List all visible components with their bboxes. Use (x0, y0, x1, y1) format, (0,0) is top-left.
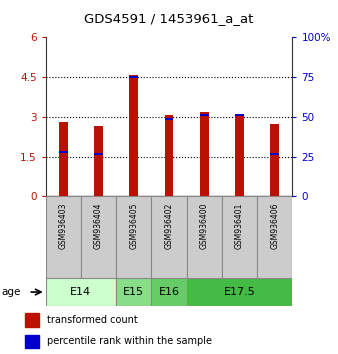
Text: age: age (2, 287, 21, 297)
Bar (59, 122, 68, 196)
Text: E16: E16 (159, 287, 179, 297)
Bar (187, 278, 292, 306)
Text: GSM936405: GSM936405 (129, 202, 138, 249)
Text: GSM936404: GSM936404 (94, 202, 103, 249)
Bar (165, 115, 173, 196)
Bar (222, 196, 257, 278)
Bar (235, 114, 244, 116)
Bar (46, 196, 81, 278)
Bar (200, 114, 209, 116)
Bar (129, 75, 138, 196)
Text: E15: E15 (123, 287, 144, 297)
Bar (81, 196, 116, 278)
Bar (270, 124, 279, 196)
Text: transformed count: transformed count (47, 315, 138, 325)
Bar (165, 118, 173, 120)
Text: E14: E14 (70, 287, 92, 297)
Text: GSM936403: GSM936403 (59, 202, 68, 249)
Bar (116, 278, 151, 306)
Bar (235, 114, 244, 196)
Bar (187, 196, 222, 278)
Text: E17.5: E17.5 (224, 287, 256, 297)
Bar (257, 196, 292, 278)
Bar (151, 278, 187, 306)
Bar (116, 196, 151, 278)
Bar (25, 313, 39, 327)
Text: GDS4591 / 1453961_a_at: GDS4591 / 1453961_a_at (84, 12, 254, 25)
Bar (94, 153, 103, 155)
Text: GSM936400: GSM936400 (200, 202, 209, 249)
Bar (129, 76, 138, 78)
Bar (94, 126, 103, 196)
Bar (200, 112, 209, 196)
Bar (59, 151, 68, 153)
Text: percentile rank within the sample: percentile rank within the sample (47, 336, 212, 346)
Text: GSM936402: GSM936402 (165, 202, 173, 249)
Bar (151, 196, 187, 278)
Bar (270, 153, 279, 155)
Bar (25, 335, 39, 348)
Text: GSM936406: GSM936406 (270, 202, 279, 249)
Bar (46, 278, 116, 306)
Text: GSM936401: GSM936401 (235, 202, 244, 249)
